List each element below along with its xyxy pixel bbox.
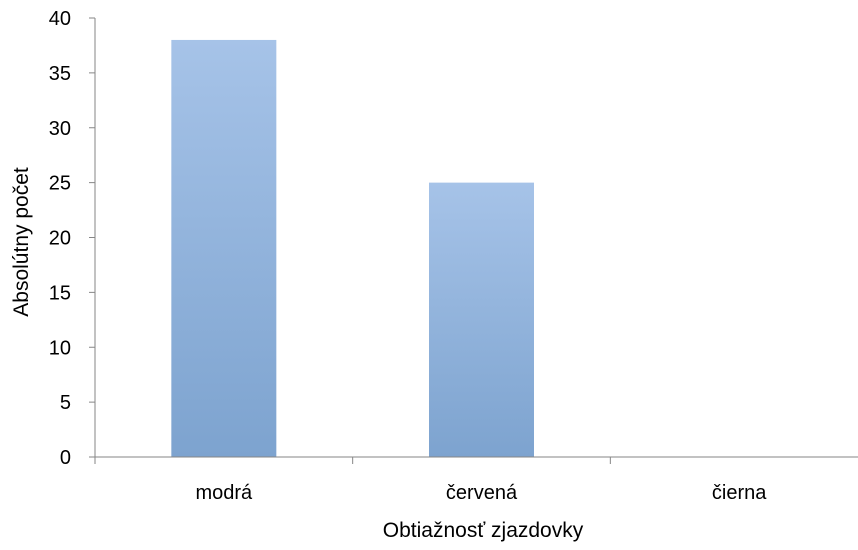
x-tick-label-2: čierna bbox=[712, 482, 767, 504]
x-tick-label-0: modrá bbox=[195, 482, 253, 504]
bar-0 bbox=[171, 39, 277, 457]
labels-layer: Absolútny počet Obtiažnosť zjazdovky 0 5 1… bbox=[10, 8, 767, 542]
axes-layer bbox=[89, 17, 858, 464]
x-tick-label-1: červená bbox=[446, 482, 518, 504]
y-axis-title: Absolútny počet bbox=[10, 167, 33, 317]
y-tick-label-6: 30 bbox=[49, 118, 71, 140]
bars-layer bbox=[171, 39, 534, 457]
bar-1 bbox=[429, 182, 534, 457]
x-axis-title: Obtiažnosť zjazdovky bbox=[383, 519, 584, 542]
y-tick-label-4: 20 bbox=[49, 228, 71, 250]
y-tick-label-7: 35 bbox=[49, 63, 71, 85]
y-tick-label-5: 25 bbox=[49, 173, 71, 195]
y-tick-label-0: 0 bbox=[60, 447, 71, 469]
y-tick-label-1: 5 bbox=[60, 392, 71, 414]
y-tick-label-8: 40 bbox=[49, 8, 71, 30]
y-tick-label-2: 10 bbox=[49, 337, 71, 359]
y-tick-label-3: 15 bbox=[49, 282, 71, 304]
